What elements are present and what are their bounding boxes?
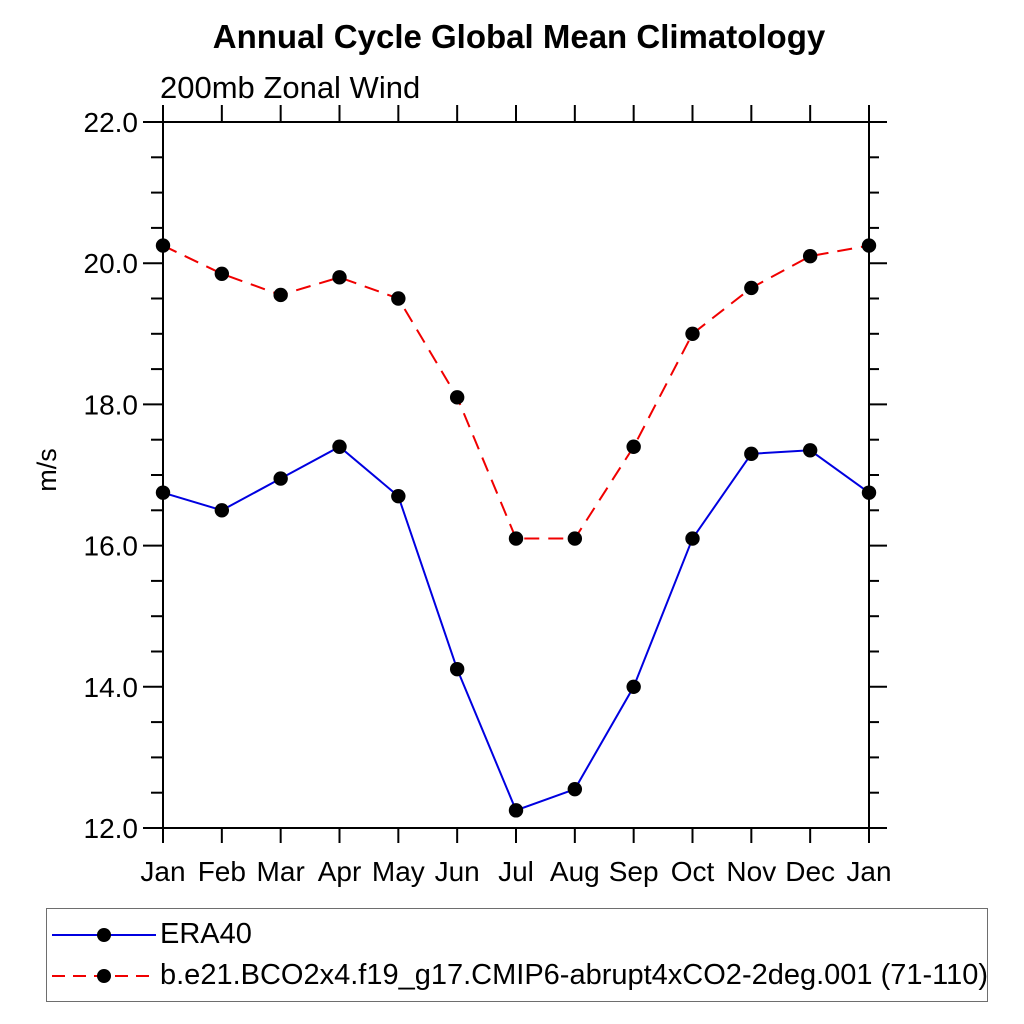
legend-swatch-dashed-line [52,968,156,983]
x-tick-label: Jun [435,856,480,887]
legend-swatch-solid-line [52,927,156,942]
data-point [155,485,171,500]
y-axis-ticks [143,121,887,829]
data-point [802,248,818,264]
series-line-1 [162,244,870,540]
data-point [332,270,347,285]
x-tick-label: Apr [318,856,362,887]
legend-item-1: b.e21.BCO2x4.f19_g17.CMIP6-abrupt4xCO2-2… [50,955,989,996]
data-point [567,781,583,797]
x-tick-label: Jan [846,856,891,887]
y-tick-label: 20.0 [84,248,139,279]
y-axis-tick-labels: 12.0 14.0 16.0 18.0 20.0 22.0 [84,107,139,844]
y-tick-label: 14.0 [84,672,139,703]
data-point [214,503,230,518]
data-point [567,531,583,546]
plot-frame [162,121,870,829]
x-tick-label: Jul [498,856,534,887]
chart-subtitle: 200mb Zonal Wind [160,70,421,105]
x-tick-label: Feb [198,856,246,887]
data-point [744,280,759,296]
x-tick-label: Dec [785,856,835,887]
data-point [802,443,818,458]
data-point [214,266,230,281]
data-point [744,446,759,462]
data-point [273,287,288,303]
y-tick-label: 22.0 [84,107,139,138]
data-point [332,439,347,454]
series-line-0 [162,445,870,812]
data-point [861,485,877,500]
legend-marker-dot [97,968,111,983]
x-tick-label: Mar [257,856,305,887]
data-point [449,661,465,677]
x-tick-label: May [372,856,425,887]
series-markers-1 [155,238,877,546]
data-point [391,291,406,306]
x-tick-label: Nov [726,856,776,887]
series-markers-0 [155,439,877,818]
chart-title: Annual Cycle Global Mean Climatology [212,18,826,55]
x-tick-label: Jan [140,856,185,887]
x-tick-label: Sep [609,856,659,887]
data-point [508,531,524,546]
legend-marker-dot [97,927,111,942]
y-tick-label: 18.0 [84,389,139,420]
x-axis-ticks: Jan Feb Mar Apr May Jun Jul Aug Sep Oct Nov Dec Jan [140,105,892,887]
data-point [508,803,524,818]
y-tick-label: 12.0 [84,813,139,844]
data-point [391,488,406,504]
legend-box: ERA40 b.e21.BCO2x4.f19_g17.CMIP6-abrupt4x… [46,908,988,1002]
data-point [273,471,288,486]
legend-label: ERA40 [160,918,252,950]
data-point [861,238,877,253]
data-point [685,326,700,341]
x-tick-label: Oct [671,856,715,887]
data-point [685,531,700,546]
data-point [626,679,641,694]
data-point [155,238,171,253]
x-tick-label: Aug [550,856,600,887]
data-point [626,439,641,454]
legend-item-0: ERA40 [50,914,987,955]
data-point [449,390,465,405]
y-tick-label: 16.0 [84,531,139,562]
legend-label: b.e21.BCO2x4.f19_g17.CMIP6-abrupt4xCO2-2… [160,959,989,991]
